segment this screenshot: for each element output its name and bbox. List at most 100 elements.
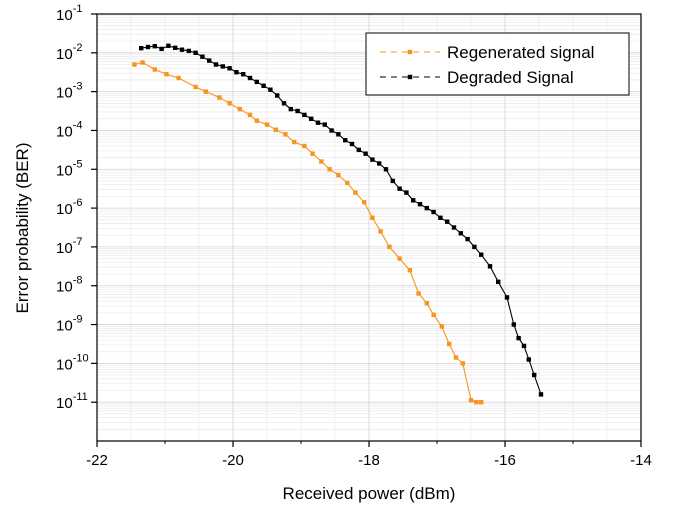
- series-point-1: [538, 392, 544, 397]
- y-tick-label: 10-6: [56, 197, 82, 218]
- y-tick-exponent: -8: [73, 275, 83, 287]
- series-point-1: [200, 54, 205, 59]
- series-point-1: [281, 101, 287, 106]
- y-tick-exponent: -9: [73, 314, 83, 326]
- series-point-0: [227, 101, 232, 106]
- y-tick-label: 10-2: [56, 42, 82, 63]
- series-point-0: [302, 143, 307, 149]
- x-tick-label: -22: [86, 452, 108, 469]
- series-layer: [132, 43, 544, 405]
- y-tick-label: 10-11: [56, 391, 88, 412]
- series-point-1: [139, 46, 144, 51]
- x-axis-title: Received power (dBm): [283, 484, 456, 503]
- x-tick-labels: -22 -20 -18 -16 -14: [86, 452, 652, 469]
- y-tick-label: 10-3: [56, 81, 82, 102]
- series-point-1: [241, 72, 246, 77]
- series-point-1: [166, 43, 171, 48]
- series-point-0: [460, 361, 465, 366]
- series-point-0: [370, 215, 375, 220]
- series-point-0: [453, 355, 459, 360]
- series-point-1: [275, 93, 280, 98]
- series-point-0: [416, 291, 421, 296]
- y-tick-label: 10-8: [56, 275, 82, 296]
- series-point-1: [411, 198, 416, 203]
- y-tick-exponent: -11: [73, 391, 88, 403]
- y-tick-exponent: -7: [73, 236, 83, 248]
- series-point-0: [362, 200, 367, 205]
- legend-marker: [407, 74, 413, 80]
- y-tick-base: 10: [56, 7, 73, 24]
- series-point-1: [438, 215, 443, 220]
- series-point-1: [479, 252, 484, 257]
- series-point-1: [179, 47, 185, 52]
- series-point-0: [327, 167, 332, 172]
- legend-box: [365, 32, 630, 96]
- y-tick-exponent: -3: [73, 81, 83, 93]
- y-tick-exponent: -1: [73, 3, 83, 15]
- series-point-1: [309, 116, 314, 121]
- series-point-0: [292, 139, 297, 145]
- series-point-0: [407, 268, 412, 273]
- series-point-0: [273, 127, 278, 132]
- y-tick-base: 10: [56, 240, 73, 257]
- series-point-1: [504, 295, 510, 300]
- y-tick-exponent: -10: [73, 352, 89, 364]
- legend-marker: [407, 49, 413, 55]
- x-tick-label: -18: [358, 452, 380, 469]
- series-point-0: [283, 132, 288, 137]
- plot-frame: [96, 13, 642, 442]
- series-point-1: [302, 112, 307, 118]
- series-point-1: [417, 202, 423, 207]
- series-point-1: [315, 120, 321, 125]
- series-point-0: [439, 324, 444, 329]
- series-point-0: [378, 229, 383, 234]
- series-point-1: [234, 70, 239, 75]
- series-point-1: [390, 178, 395, 184]
- series-point-0: [431, 312, 436, 317]
- series-point-1: [521, 343, 527, 349]
- series-point-1: [487, 264, 493, 269]
- series-point-1: [356, 147, 361, 153]
- series-point-1: [261, 83, 266, 88]
- series-point-0: [193, 84, 198, 90]
- y-tick-label: 10-5: [56, 158, 82, 179]
- series-point-0: [140, 60, 145, 65]
- series-point-0: [264, 122, 270, 127]
- series-point-1: [511, 322, 516, 327]
- series-point-1: [145, 44, 151, 50]
- series-point-0: [397, 256, 402, 261]
- series-point-1: [431, 209, 436, 215]
- y-tick-exponent: -5: [73, 158, 83, 170]
- series-point-1: [377, 161, 382, 166]
- y-tick-base: 10: [56, 46, 73, 63]
- y-tick-base: 10: [56, 162, 73, 179]
- series-point-1: [207, 58, 212, 63]
- series-point-1: [424, 205, 429, 211]
- series-point-0: [319, 159, 324, 164]
- series-point-0: [254, 118, 259, 123]
- series-point-0: [479, 400, 484, 405]
- y-tick-label: 10-1: [56, 3, 82, 24]
- series-point-1: [220, 64, 225, 69]
- y-tick-label: 10-9: [56, 314, 82, 335]
- series-point-1: [336, 132, 341, 137]
- series-point-0: [447, 341, 452, 347]
- series-point-1: [496, 279, 501, 284]
- series-point-1: [370, 157, 375, 162]
- series-point-1: [526, 357, 531, 362]
- y-axis-title: Error probability (BER): [13, 143, 32, 314]
- y-tick-base: 10: [56, 85, 73, 102]
- series-point-1: [349, 141, 355, 147]
- series-point-0: [237, 106, 242, 112]
- series-point-0: [203, 89, 208, 94]
- series-point-1: [343, 138, 348, 143]
- series-point-1: [288, 106, 293, 112]
- series-point-0: [468, 398, 474, 403]
- legend-label: Regenerated signal: [447, 43, 594, 62]
- y-tick-base: 10: [56, 201, 73, 218]
- series-point-1: [213, 62, 219, 67]
- x-tick-label: -16: [494, 452, 516, 469]
- series-point-1: [227, 66, 232, 71]
- y-tick-exponent: -2: [73, 42, 83, 54]
